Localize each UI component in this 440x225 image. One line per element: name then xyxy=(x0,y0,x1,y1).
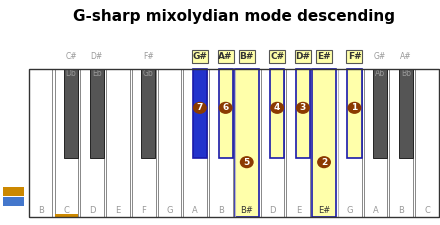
Text: G#: G# xyxy=(374,52,386,61)
Bar xyxy=(364,69,388,217)
Text: C: C xyxy=(424,206,430,215)
Bar xyxy=(260,69,284,217)
Bar xyxy=(55,214,78,217)
Text: G#: G# xyxy=(192,52,207,61)
Text: G: G xyxy=(166,206,172,215)
Text: 5: 5 xyxy=(244,158,250,167)
Text: 4: 4 xyxy=(274,103,280,112)
Text: C#: C# xyxy=(65,52,77,61)
Bar xyxy=(183,69,207,217)
Text: F#: F# xyxy=(348,52,361,61)
Text: 3: 3 xyxy=(300,103,306,112)
Bar xyxy=(312,69,336,217)
FancyBboxPatch shape xyxy=(346,50,363,63)
Circle shape xyxy=(240,156,254,168)
Bar xyxy=(338,69,362,217)
Text: basicmusictheory.com: basicmusictheory.com xyxy=(11,81,16,135)
Bar xyxy=(296,69,310,158)
Text: D: D xyxy=(89,206,95,215)
Bar xyxy=(4,187,24,196)
Bar xyxy=(64,69,78,158)
Circle shape xyxy=(270,102,284,114)
Text: D#: D# xyxy=(91,52,103,61)
FancyBboxPatch shape xyxy=(218,50,234,63)
Bar xyxy=(90,69,104,158)
Bar xyxy=(235,69,259,217)
Text: B: B xyxy=(38,206,44,215)
Text: Gb: Gb xyxy=(143,69,154,78)
FancyBboxPatch shape xyxy=(239,50,255,63)
Text: 2: 2 xyxy=(321,158,327,167)
Circle shape xyxy=(317,156,331,168)
FancyBboxPatch shape xyxy=(295,50,311,63)
Bar xyxy=(209,69,233,217)
Text: F: F xyxy=(141,206,146,215)
Text: G: G xyxy=(347,206,353,215)
Bar xyxy=(286,69,310,217)
Circle shape xyxy=(219,102,233,114)
Text: B#: B# xyxy=(240,206,253,215)
FancyBboxPatch shape xyxy=(192,50,208,63)
Text: A: A xyxy=(373,206,378,215)
Text: C#: C# xyxy=(270,52,284,61)
Text: G-sharp mixolydian mode descending: G-sharp mixolydian mode descending xyxy=(73,9,395,24)
Circle shape xyxy=(348,102,361,114)
Text: E: E xyxy=(296,206,301,215)
Text: B: B xyxy=(398,206,404,215)
Bar xyxy=(29,69,52,217)
FancyBboxPatch shape xyxy=(316,50,332,63)
Text: B: B xyxy=(218,206,224,215)
Text: A#: A# xyxy=(218,52,233,61)
Bar xyxy=(55,69,78,217)
Text: F#: F# xyxy=(143,52,154,61)
Text: D: D xyxy=(269,206,276,215)
Text: Db: Db xyxy=(66,69,77,78)
Bar xyxy=(106,69,130,217)
FancyBboxPatch shape xyxy=(269,50,285,63)
Bar xyxy=(4,197,24,206)
Text: E#: E# xyxy=(318,206,330,215)
Text: E#: E# xyxy=(317,52,331,61)
Circle shape xyxy=(193,102,207,114)
Bar xyxy=(141,69,155,158)
Bar xyxy=(415,69,439,217)
Bar xyxy=(132,69,155,217)
Bar xyxy=(219,69,233,158)
Text: 6: 6 xyxy=(223,103,229,112)
Text: A: A xyxy=(192,206,198,215)
Bar xyxy=(270,69,284,158)
Bar xyxy=(389,69,413,217)
Text: 7: 7 xyxy=(197,103,203,112)
Bar xyxy=(347,69,362,158)
Text: Ab: Ab xyxy=(375,69,385,78)
Text: 1: 1 xyxy=(351,103,358,112)
Text: Bb: Bb xyxy=(401,69,411,78)
Bar xyxy=(29,69,439,217)
Bar xyxy=(193,69,207,158)
Circle shape xyxy=(296,102,310,114)
Text: Eb: Eb xyxy=(92,69,102,78)
Bar xyxy=(80,69,104,217)
Text: A#: A# xyxy=(400,52,412,61)
Bar xyxy=(158,69,181,217)
Text: C: C xyxy=(63,206,70,215)
Text: E: E xyxy=(115,206,121,215)
Bar xyxy=(399,69,413,158)
Text: B#: B# xyxy=(239,52,254,61)
Bar xyxy=(373,69,387,158)
Text: D#: D# xyxy=(295,52,310,61)
